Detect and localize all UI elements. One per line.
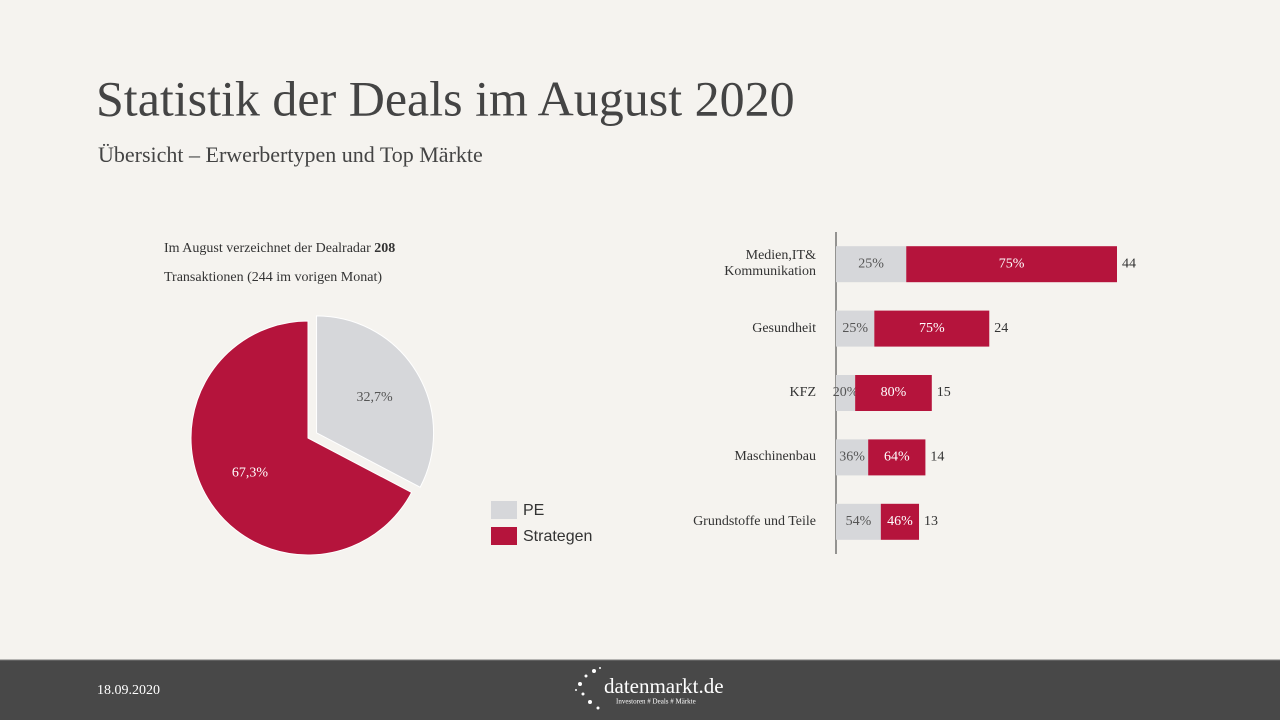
pie-label: 32,7%	[357, 390, 394, 405]
note: Transaktionen (244 im vorigen Monat)	[164, 270, 382, 285]
category-label: KFZ	[789, 385, 816, 400]
bar-segment	[868, 439, 926, 476]
title: Statistik der Deals im August 2020	[96, 70, 795, 126]
note-text: Im August verzeichnet der Dealradar	[164, 241, 371, 256]
note-count: 208	[374, 241, 395, 256]
bar-label: 25%	[842, 321, 868, 336]
legend-swatch	[491, 527, 517, 545]
category-label: Gesundheit	[752, 320, 816, 336]
bar-total: 15	[937, 385, 951, 400]
logo-dots	[575, 667, 601, 710]
bar-total: 13	[924, 514, 938, 529]
footer-date: 18.09.2020	[97, 683, 160, 698]
bar-segment	[836, 310, 875, 347]
category-label: Grundstoffe und Teile	[693, 513, 816, 529]
logo-tagline: Investoren # Deals # Märkte	[616, 698, 696, 706]
legend-label: PE	[523, 502, 544, 519]
bar-segment	[836, 503, 881, 540]
pie-label: 67,3%	[232, 465, 269, 480]
legend-swatch	[491, 501, 517, 519]
bar-total: 14	[930, 450, 944, 465]
bar-label: 25%	[858, 256, 884, 271]
bar-label: 64%	[884, 450, 910, 465]
bar-segment	[855, 375, 932, 411]
legend-label: Strategen	[523, 528, 592, 545]
bar-segment	[906, 246, 1117, 283]
category-label: Medien,IT& Kommunikation	[724, 248, 816, 280]
bar-total: 24	[994, 321, 1008, 336]
logo: datenmarkt.de	[604, 674, 724, 698]
bar-label: 36%	[839, 450, 865, 465]
subtitle: Übersicht – Erwerbertypen und Top Märkte	[98, 142, 483, 167]
bar-segment	[836, 439, 869, 476]
bar-segment	[880, 503, 920, 540]
bar-label: 80%	[881, 385, 907, 400]
bar-label: 54%	[846, 514, 872, 529]
note: Im August verzeichnet der Dealradar 208	[164, 241, 395, 256]
bar-label: 75%	[999, 256, 1025, 271]
category-label: Maschinenbau	[734, 449, 816, 465]
footer-bar	[0, 660, 1280, 720]
bar-label: 75%	[919, 321, 945, 336]
bar-label: 20%	[833, 385, 859, 400]
bar-total: 44	[1122, 256, 1136, 271]
pie-slice	[190, 320, 413, 556]
bar-segment	[836, 375, 856, 411]
bar-segment	[836, 246, 907, 283]
bar-label: 46%	[887, 514, 913, 529]
bar-segment	[874, 310, 990, 347]
pie-slice	[316, 315, 435, 488]
